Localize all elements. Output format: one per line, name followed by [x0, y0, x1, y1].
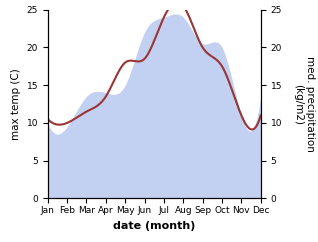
Y-axis label: max temp (C): max temp (C) [11, 68, 21, 140]
X-axis label: date (month): date (month) [113, 221, 196, 231]
Y-axis label: med. precipitation
(kg/m2): med. precipitation (kg/m2) [293, 56, 315, 152]
